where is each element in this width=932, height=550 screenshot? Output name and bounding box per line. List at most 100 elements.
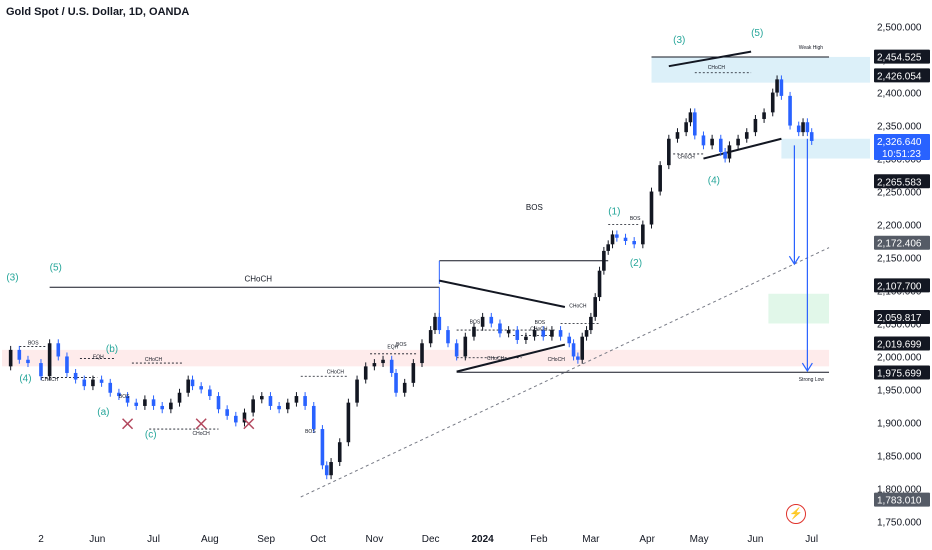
price-label-box: [874, 310, 930, 325]
price-label-box: [874, 174, 930, 189]
x-tick-label: Jul: [805, 534, 818, 545]
candle-body: [805, 122, 810, 133]
price-label-box: [874, 278, 930, 293]
candle-body: [65, 356, 69, 373]
candle-body: [151, 399, 156, 406]
x-tick-label: Oct: [310, 534, 326, 545]
candle-body: [303, 396, 307, 406]
candle-body: [17, 349, 22, 360]
price-label-box: [874, 336, 930, 351]
candle-body: [602, 250, 606, 271]
candle-body: [199, 386, 203, 390]
candle-body: [260, 396, 264, 400]
candle-body: [571, 343, 576, 357]
price-label-box: [874, 49, 930, 64]
chart-annotation: CHoCH: [708, 65, 726, 71]
price-label: 1,975.699: [877, 368, 922, 379]
x-tick-label: May: [690, 534, 709, 545]
candle-body: [593, 297, 598, 317]
x-tick-label: Sep: [257, 534, 275, 545]
candle-body: [225, 409, 229, 416]
candle-body: [684, 122, 688, 133]
candle-body: [770, 92, 775, 113]
chart-annotation: BOS: [305, 429, 316, 435]
chart-annotation: Strong Low: [799, 377, 825, 383]
y-tick-label: 2,400.000: [877, 89, 922, 100]
chart-annotation: CHoCH: [487, 356, 505, 362]
candle-body: [433, 316, 437, 331]
chart-annotation: CHoCH: [677, 155, 695, 161]
weak-high-zone: [651, 56, 870, 83]
candle-body: [411, 363, 416, 383]
candle-body: [623, 237, 628, 242]
chart-annotation: (5): [50, 263, 62, 274]
candle-body: [73, 372, 78, 380]
y-tick-label: 2,000.000: [877, 352, 922, 363]
chart-annotation: BOS: [28, 341, 39, 347]
candle-body: [47, 343, 52, 377]
candle-body: [428, 330, 433, 344]
candle-body: [117, 392, 121, 397]
price-label-box: [874, 68, 930, 83]
y-tick-label: 2,350.000: [877, 122, 922, 133]
candle-body: [675, 132, 680, 139]
candle-body: [39, 363, 43, 377]
candle-body: [779, 79, 784, 96]
y-tick-label: 2,150.000: [877, 254, 922, 265]
candle-body: [56, 343, 61, 357]
alert-icon[interactable]: ⚡: [786, 504, 806, 524]
y-tick-label: 2,300.000: [877, 155, 922, 166]
price-label: 2,426.054: [877, 71, 922, 82]
candle-body: [381, 359, 385, 364]
price-label-box: [874, 492, 930, 507]
candle-body: [632, 241, 636, 245]
candle-body: [610, 234, 615, 245]
y-tick-label: 1,950.000: [877, 385, 922, 396]
candle-body: [550, 330, 554, 337]
candle-body: [688, 112, 693, 123]
chart-annotation: CHoCH: [530, 327, 548, 333]
candle-body: [402, 382, 407, 393]
candle-body: [216, 396, 221, 410]
chart-title: Gold Spot / U.S. Dollar, 1D, OANDA: [6, 6, 190, 18]
candle-body: [480, 316, 485, 327]
candle-body: [190, 379, 195, 387]
candle-body: [649, 191, 654, 225]
candle-body: [355, 379, 359, 403]
x-marker: [122, 418, 134, 430]
y-tick-label: 1,750.000: [877, 517, 922, 528]
chart-annotation: (1): [608, 207, 620, 218]
candle-body: [389, 359, 394, 373]
candle-body: [177, 392, 182, 403]
candle-body: [489, 316, 494, 324]
candle-body: [26, 359, 30, 364]
price-label: 2,172.406: [877, 239, 922, 250]
candle-body: [597, 270, 602, 298]
arrow-head-1: [788, 255, 800, 266]
triangle-bottom: [456, 343, 566, 373]
candle-body: [498, 323, 502, 334]
chart-annotation: (c): [145, 430, 157, 441]
candle-body: [796, 125, 801, 133]
candle-body: [268, 396, 273, 406]
candle-body: [186, 379, 190, 393]
candle-body: [234, 415, 238, 423]
candle-body: [337, 442, 342, 463]
candle-body: [363, 366, 368, 380]
x-tick-label: Jun: [747, 534, 763, 545]
candle-body: [584, 330, 589, 337]
candle-body: [753, 118, 758, 133]
price-label: 2,059.817: [877, 313, 922, 324]
candle-body: [558, 330, 563, 337]
chart-annotation: (a): [97, 407, 109, 418]
chart-annotation: EQH: [387, 345, 398, 351]
arrow-head-2: [801, 362, 813, 373]
candle-body: [701, 135, 706, 146]
x-tick-label: Dec: [422, 534, 440, 545]
price-label: 2,265.583: [877, 177, 922, 188]
candle-body: [294, 396, 299, 403]
price-label: 2,107.700: [877, 281, 922, 292]
candle-body: [667, 138, 671, 166]
